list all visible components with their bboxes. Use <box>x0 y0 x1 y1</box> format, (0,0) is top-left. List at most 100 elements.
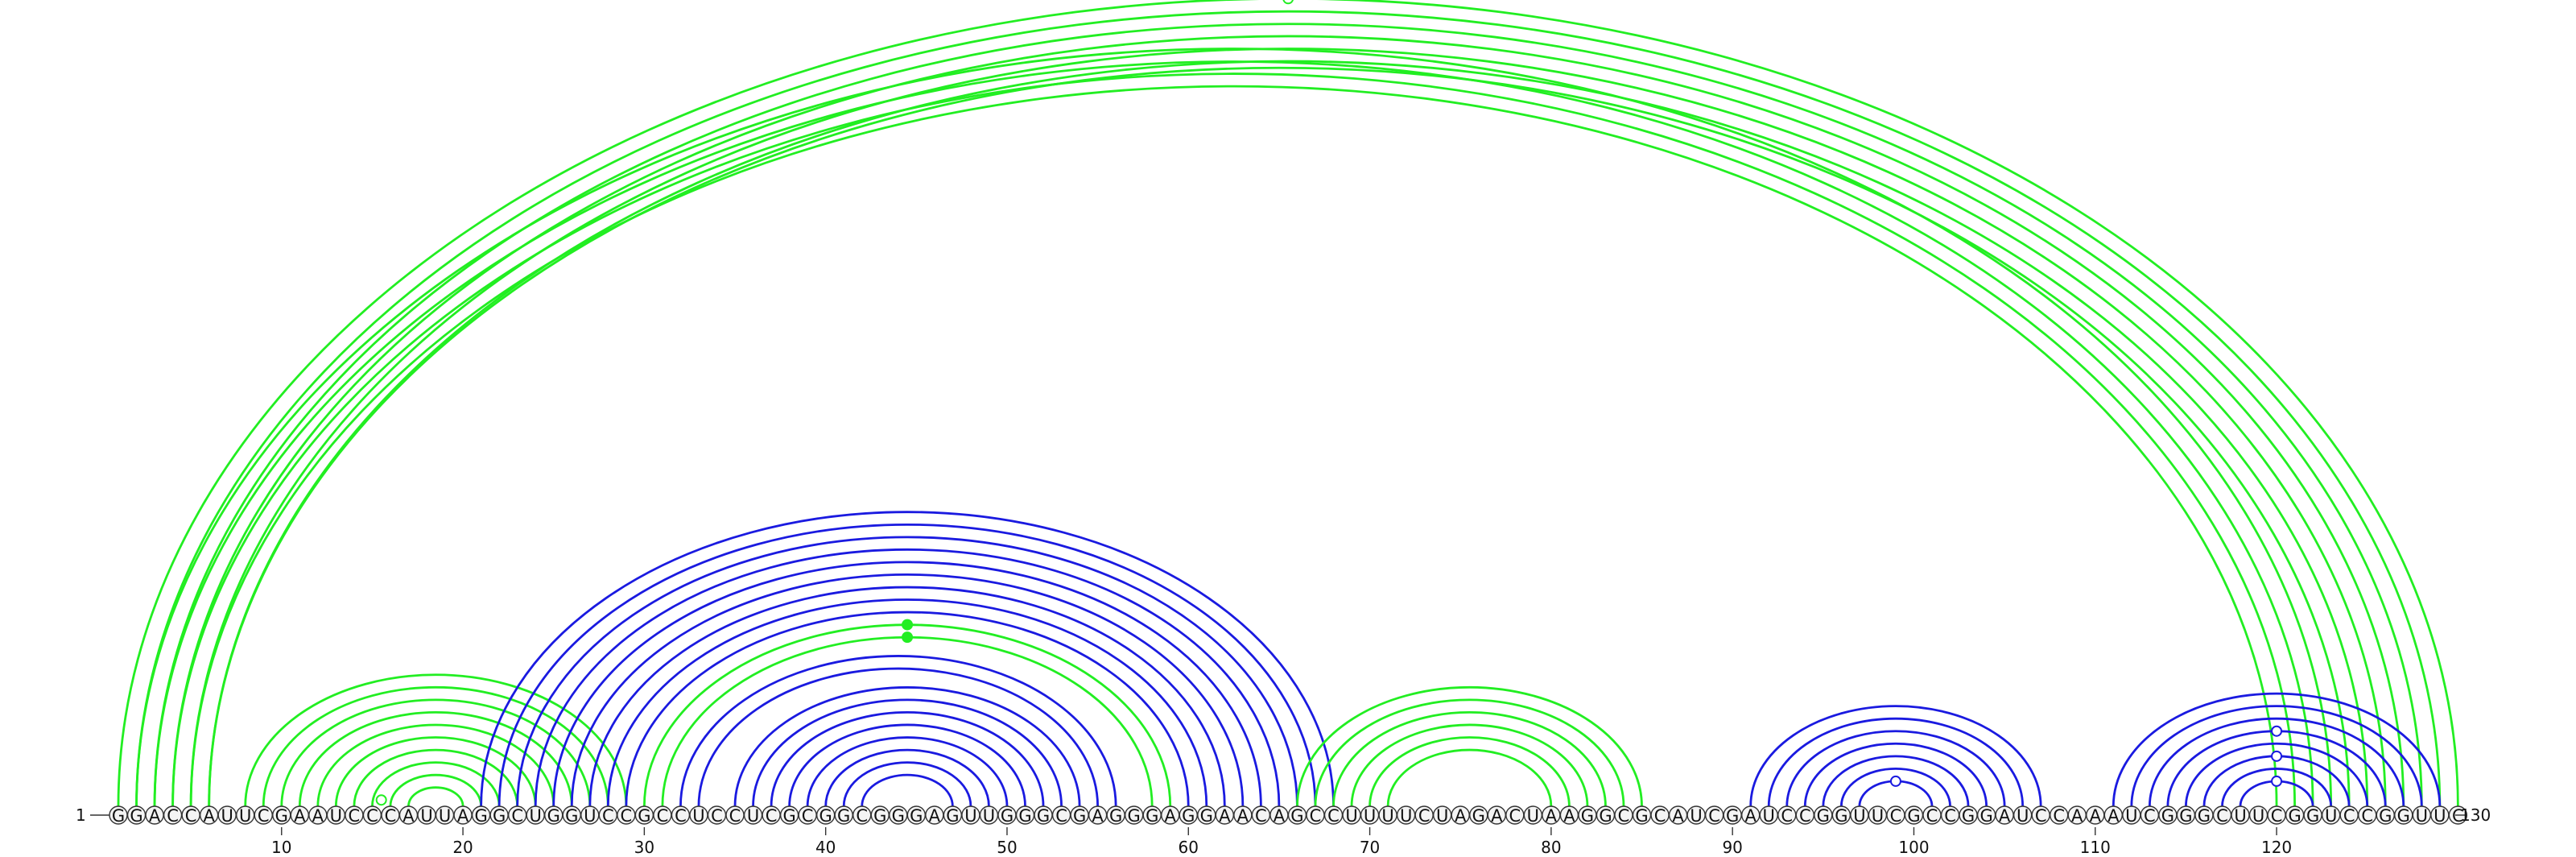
nucleotide-66: G <box>1290 806 1303 826</box>
nucleotide-57: G <box>1128 806 1141 826</box>
nucleotide-67: C <box>1310 806 1322 826</box>
tick-label-40: 40 <box>815 838 836 857</box>
nucleotide-15: C <box>366 806 378 826</box>
sequence-end-label: 130 <box>2460 805 2491 825</box>
nucleotide-22: G <box>493 806 506 826</box>
arc-113-127 <box>2148 717 2405 807</box>
nucleotide-38: G <box>782 806 795 826</box>
hairpin-marker-120a <box>2271 725 2283 737</box>
arc-2-129 <box>137 11 2440 806</box>
arc-96-102 <box>1839 768 1951 807</box>
nucleotide-70: U <box>1364 806 1376 826</box>
hairpin-marker-100 <box>1889 775 1901 787</box>
nucleotide-75: A <box>1455 806 1467 826</box>
nucleotide-61: G <box>1200 806 1213 826</box>
nucleotide-35: C <box>729 806 741 826</box>
nucleotide-53: C <box>1055 806 1067 826</box>
nucleotide-48: U <box>964 806 976 826</box>
arc-91-107 <box>1749 705 2042 807</box>
arc-27-62 <box>588 586 1226 807</box>
nucleotide-115: G <box>2179 806 2192 826</box>
arc-3-122 <box>155 61 2313 806</box>
nucleotide-50: G <box>1001 806 1013 826</box>
arc-26-63 <box>570 573 1245 807</box>
nucleotide-121: G <box>2288 806 2301 826</box>
nucleotide-30: G <box>638 806 650 826</box>
nucleotide-10: G <box>275 806 288 826</box>
nucleotide-42: C <box>856 806 868 826</box>
nucleotide-45: G <box>910 806 923 826</box>
nucleotide-32: C <box>675 806 687 826</box>
arc-95-103 <box>1822 755 1970 807</box>
arc-5-120 <box>189 85 2278 807</box>
nucleotide-129: U <box>2434 806 2446 826</box>
tick-label-90: 90 <box>1722 838 1742 857</box>
nucleotide-47: G <box>946 806 959 826</box>
nucleotide-91: A <box>1745 806 1757 826</box>
hairpin-marker-120c <box>2271 775 2283 787</box>
tick-axis: 10 20 30 40 50 60 70 80 90 100 110 120 <box>271 827 2292 857</box>
arcs-layer <box>118 0 2458 806</box>
arc-10-27 <box>280 698 592 807</box>
sequence-start-label: 1 <box>76 805 86 825</box>
nucleotide-80: A <box>1546 806 1558 826</box>
nucleotide-73: C <box>1418 806 1430 826</box>
nucleotide-87: A <box>1672 806 1684 826</box>
pseudoknot-marker-center-1 <box>902 619 914 631</box>
tick-label-20: 20 <box>452 838 473 857</box>
nucleotide-16: C <box>385 806 397 826</box>
arc-4-127 <box>171 35 2405 807</box>
nucleotide-55: A <box>1092 806 1104 826</box>
nucleotide-21: G <box>474 806 487 826</box>
arc-115-125 <box>2185 742 2369 807</box>
arc-1-130 <box>118 0 2458 806</box>
arc-35-54 <box>733 685 1081 807</box>
nucleotide-84: C <box>1618 806 1630 826</box>
arc-21-68 <box>480 511 1335 807</box>
nucleotide-71: U <box>1381 806 1393 826</box>
nucleotide-85: G <box>1635 806 1648 826</box>
nucleotide-114: G <box>2161 806 2174 826</box>
nucleotide-12: A <box>312 806 324 826</box>
nucleotide-100: G <box>1907 806 1920 826</box>
nucleotide-74: U <box>1436 806 1448 826</box>
nucleotide-23: C <box>511 806 523 826</box>
tick-label-100: 100 <box>1898 838 1929 857</box>
nucleotide-97: U <box>1853 806 1865 826</box>
nucleotide-60: G <box>1182 806 1195 826</box>
nucleotide-41: G <box>837 806 850 826</box>
tick-label-80: 80 <box>1541 838 1561 857</box>
nucleotide-46: A <box>929 806 941 826</box>
arc-112-128 <box>2130 705 2423 807</box>
arc-70-81 <box>1368 736 1571 807</box>
nucleotide-122: G <box>2306 806 2319 826</box>
nucleotide-98: U <box>1872 806 1884 826</box>
nucleotide-104: G <box>1979 806 1992 826</box>
nucleotide-86: C <box>1654 806 1666 826</box>
nucleotide-68: C <box>1327 806 1340 826</box>
tick-label-110: 110 <box>2080 838 2111 857</box>
arc-40-49 <box>824 748 990 807</box>
nucleotide-106: U <box>2017 806 2029 826</box>
arc-66-85 <box>1296 685 1643 807</box>
nucleotide-120: C <box>2271 806 2283 826</box>
arc-6-124 <box>208 66 2351 807</box>
arc-41-48 <box>842 761 972 807</box>
nucleotide-79: U <box>1527 806 1539 826</box>
nucleotide-58: G <box>1146 806 1158 826</box>
pseudoknot-marker-outer <box>1282 0 1294 5</box>
nucleotide-33: U <box>692 806 704 826</box>
nucleotide-83: G <box>1599 806 1612 826</box>
nucleotide-36: U <box>747 806 759 826</box>
nucleotide-89: C <box>1708 806 1720 826</box>
nucleotide-76: G <box>1472 806 1485 826</box>
nucleotide-37: C <box>766 806 778 826</box>
nucleotide-93: C <box>1781 806 1793 826</box>
arc-39-50 <box>806 736 1009 807</box>
nucleotide-88: U <box>1690 806 1702 826</box>
nucleotide-103: G <box>1962 806 1975 826</box>
nucleotide-34: C <box>711 806 723 826</box>
nucleotide-126: G <box>2379 806 2392 826</box>
